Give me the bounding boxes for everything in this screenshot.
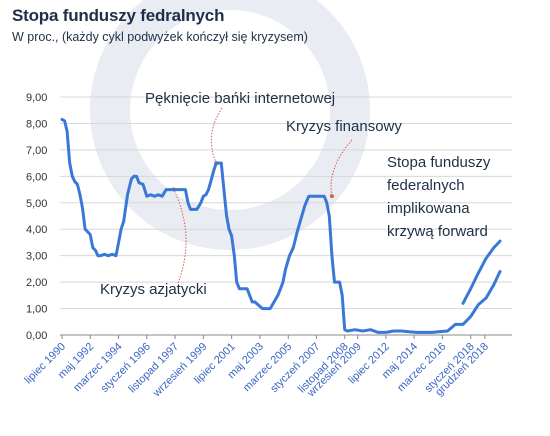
annotation-label: implikowana <box>387 200 470 217</box>
annotation-connector <box>210 107 223 164</box>
y-tick-label: 0,00 <box>26 330 47 342</box>
annotation-label: krzywą forward <box>387 223 488 240</box>
y-tick-label: 9,00 <box>26 92 47 104</box>
annotation-label: Pęknięcie bańki internetowej <box>145 90 335 107</box>
y-tick-label: 6,00 <box>26 171 47 183</box>
annotation-label: Stopa funduszy <box>387 154 491 171</box>
y-tick-label: 2,00 <box>26 277 47 289</box>
y-tick-label: 1,00 <box>26 304 47 316</box>
gridlines <box>60 96 512 336</box>
series-line-forward <box>461 239 502 305</box>
chart-subtitle: W proc., (każdy cykl podwyżek kończył si… <box>12 30 308 44</box>
y-tick-label: 4,00 <box>26 224 47 236</box>
y-axis: 0,00 1,00 2,00 3,00 4,00 5,00 6,00 7,00 8,00 9,00 <box>26 92 47 342</box>
y-tick-label: 3,00 <box>26 251 47 263</box>
annotation-marker <box>329 194 334 199</box>
y-tick-label: 5,00 <box>26 198 47 210</box>
annotation-label: Kryzys finansowy <box>286 118 402 135</box>
y-tick-label: 7,00 <box>26 145 47 157</box>
annotations: Pęknięcie bańki internetowej Kryzys finan… <box>100 90 491 298</box>
series-line-stopa-funduszy <box>60 118 502 334</box>
annotation-label: federalnych <box>387 177 465 194</box>
annotation-label: Kryzys azjatycki <box>100 281 207 298</box>
y-tick-label: 8,00 <box>26 118 47 130</box>
annotation-connector <box>330 139 353 197</box>
annotation-connector <box>173 189 187 284</box>
chart-title: Stopa funduszy fedralnych <box>12 6 225 25</box>
